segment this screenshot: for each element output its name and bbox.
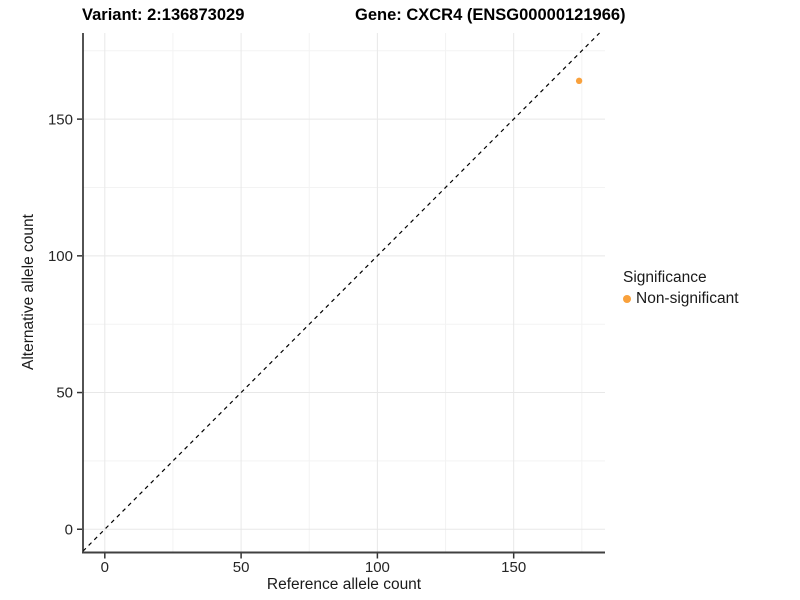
legend-item-non-significant: Non-significant bbox=[623, 290, 739, 308]
plot-title-variant: Variant: 2:136873029 bbox=[82, 6, 245, 24]
x-tick-label: 150 bbox=[501, 559, 526, 576]
identity-dashed-line bbox=[82, 32, 600, 552]
legend-title: Significance bbox=[623, 269, 707, 286]
y-axis-title: Alternative allele count bbox=[20, 214, 37, 370]
x-axis-title: Reference allele count bbox=[266, 576, 422, 593]
data-point-non-significant bbox=[575, 77, 583, 85]
x-tick-label: 50 bbox=[233, 559, 250, 576]
y-tick-label: 100 bbox=[48, 248, 73, 265]
plot-title-gene: Gene: CXCR4 (ENSG00000121966) bbox=[355, 6, 626, 24]
x-tick-label: 100 bbox=[365, 559, 390, 576]
legend-item-label: Non-significant bbox=[636, 290, 739, 307]
y-tick-label: 150 bbox=[48, 111, 73, 128]
x-tick-label: 0 bbox=[101, 559, 109, 576]
legend-point-icon bbox=[623, 295, 631, 303]
y-tick-label: 0 bbox=[65, 521, 73, 538]
y-tick-label: 50 bbox=[56, 385, 73, 402]
legend: Significance Non-significant bbox=[623, 269, 739, 308]
